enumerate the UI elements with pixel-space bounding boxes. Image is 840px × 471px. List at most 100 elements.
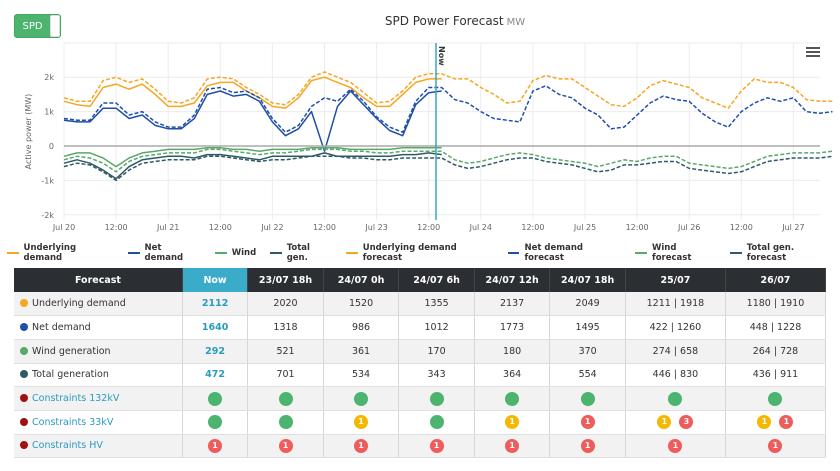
- series-line-wind: [63, 146, 442, 168]
- legend-item-total-gen-forecast[interactable]: Total gen. forecast: [730, 243, 833, 263]
- status-badge-green[interactable]: [768, 391, 783, 406]
- constraint-cell: [323, 386, 400, 411]
- row-label: Total generation: [14, 363, 183, 388]
- status-badge-green[interactable]: [278, 391, 293, 406]
- constraint-dot-icon: [20, 394, 28, 403]
- status-badge-red[interactable]: 1: [668, 438, 683, 453]
- power-forecast-chart: Jul 20 12:00 Jul 21 12:00 Jul 22 12:00 Jul 23 1…: [24, 42, 833, 232]
- chart-title: SPD Power Forecast MW: [0, 14, 840, 28]
- value-cell: 1211 | 1918: [625, 292, 726, 317]
- x-tick-label: 12:00: [626, 223, 649, 232]
- value-cell: 436 | 911: [725, 363, 827, 388]
- constraint-cell: 1: [323, 410, 400, 435]
- status-badge-green[interactable]: [208, 391, 223, 406]
- value-cell: 1640: [182, 315, 249, 340]
- x-tick-label: 12:00: [209, 223, 232, 232]
- status-badge-green[interactable]: [429, 391, 444, 406]
- constraint-cell: [182, 410, 249, 435]
- column-header-25-07: 25/07: [625, 268, 726, 292]
- status-badge-red[interactable]: 1: [580, 415, 595, 430]
- toggle-knob[interactable]: [50, 15, 60, 37]
- y-axis-label: Active power (MW): [24, 94, 33, 170]
- legend-label: Total gen.: [286, 243, 310, 263]
- row-label: Wind generation: [14, 339, 183, 364]
- column-header-23-07-18h: 23/07 18h: [247, 268, 324, 292]
- status-badge-green[interactable]: [505, 391, 520, 406]
- constraint-link[interactable]: Constraints 132kV: [32, 393, 120, 405]
- value-cell: 264 | 728: [725, 339, 827, 364]
- value-cell: 343: [398, 363, 475, 388]
- hamburger-menu-icon[interactable]: [806, 47, 820, 59]
- status-badge-red[interactable]: 1: [580, 438, 595, 453]
- legend-label: Underlying demand: [23, 243, 77, 263]
- series-line-underlying-demand: [63, 76, 442, 109]
- status-badge-red[interactable]: 1: [779, 415, 794, 430]
- value-cell: 1355: [398, 292, 475, 317]
- x-tick-label: 12:00: [521, 223, 544, 232]
- status-badge-red[interactable]: 1: [278, 438, 293, 453]
- legend-item-wind-forecast[interactable]: Wind forecast: [635, 243, 716, 263]
- row-label-text: Underlying demand: [32, 298, 126, 310]
- legend-item-wind[interactable]: Wind: [214, 243, 257, 263]
- value-cell: 472: [182, 363, 249, 388]
- status-badge-yellow[interactable]: 1: [354, 415, 369, 430]
- legend-item-underlying-demand[interactable]: Underlying demand: [7, 243, 114, 263]
- constraint-cell: [725, 386, 827, 411]
- x-tick-label: 12:00: [105, 223, 128, 232]
- value-cell: 361: [323, 339, 400, 364]
- x-tick-label: 12:00: [417, 223, 440, 232]
- value-cell: 274 | 658: [625, 339, 726, 364]
- legend-item-underlying-demand-forecast[interactable]: Underlying demand forecast: [346, 243, 494, 263]
- status-badge-green[interactable]: [429, 415, 444, 430]
- constraint-cell: [247, 386, 324, 411]
- spd-toggle[interactable]: SPD: [14, 14, 61, 38]
- status-badge-green[interactable]: [668, 391, 683, 406]
- legend-item-net-demand[interactable]: Net demand: [128, 243, 201, 263]
- status-badge-green[interactable]: [208, 415, 223, 430]
- constraint-cell: 1: [474, 410, 551, 435]
- status-badge-red[interactable]: 1: [354, 438, 369, 453]
- legend-item-total-gen-[interactable]: Total gen.: [270, 243, 332, 263]
- status-badge-red[interactable]: 1: [505, 438, 520, 453]
- value-cell: 422 | 1260: [625, 315, 726, 340]
- status-badge-green[interactable]: [580, 391, 595, 406]
- legend-label: Total gen. forecast: [746, 243, 795, 263]
- constraint-link[interactable]: Constraints HV: [32, 440, 103, 452]
- y-tick-label: 1k: [44, 108, 54, 117]
- series-line-underlying-demand-forecast: [63, 71, 833, 109]
- value-cell: 2112: [182, 292, 249, 317]
- status-badge-yellow[interactable]: 1: [757, 415, 772, 430]
- status-badge-red[interactable]: 1: [429, 438, 444, 453]
- status-badge-green[interactable]: [278, 415, 293, 430]
- legend-label: Underlying demand forecast: [362, 243, 457, 263]
- value-cell: 1773: [474, 315, 551, 340]
- status-badge-red[interactable]: 3: [679, 415, 694, 430]
- value-cell: 521: [247, 339, 324, 364]
- underlying-dot-icon: [20, 299, 28, 308]
- y-tick-label: 2k: [44, 73, 54, 82]
- value-cell: 1318: [247, 315, 324, 340]
- column-header-26-07: 26/07: [725, 268, 827, 292]
- legend-label: Net demand: [144, 243, 184, 263]
- constraint-row: Constraints 33kV 1 1 1 1 3 1 1: [14, 410, 827, 435]
- legend-label: Wind: [231, 248, 257, 258]
- constraint-cell: [398, 410, 475, 435]
- forecast-table: Forecast Now 23/07 18h 24/07 0h 24/07 6h 24/0…: [14, 268, 827, 459]
- value-cell: 534: [323, 363, 400, 388]
- constraint-cell: 1: [474, 434, 551, 459]
- value-cell: 1012: [398, 315, 475, 340]
- row-label: Constraints HV: [14, 434, 183, 459]
- value-cell: 446 | 830: [625, 363, 726, 388]
- status-badge-red[interactable]: 1: [768, 438, 783, 453]
- status-badge-yellow[interactable]: 1: [505, 415, 520, 430]
- legend-swatch-icon: [507, 252, 520, 254]
- constraint-dot-icon: [20, 417, 28, 426]
- status-badge-yellow[interactable]: 1: [657, 415, 672, 430]
- constraint-link[interactable]: Constraints 33kV: [32, 416, 114, 428]
- legend-item-net-demand-forecast[interactable]: Net demand forecast: [507, 243, 622, 263]
- status-badge-red[interactable]: 1: [208, 438, 223, 453]
- status-badge-green[interactable]: [354, 391, 369, 406]
- wind-dot-icon: [20, 346, 28, 355]
- constraint-cell: 1: [725, 434, 827, 459]
